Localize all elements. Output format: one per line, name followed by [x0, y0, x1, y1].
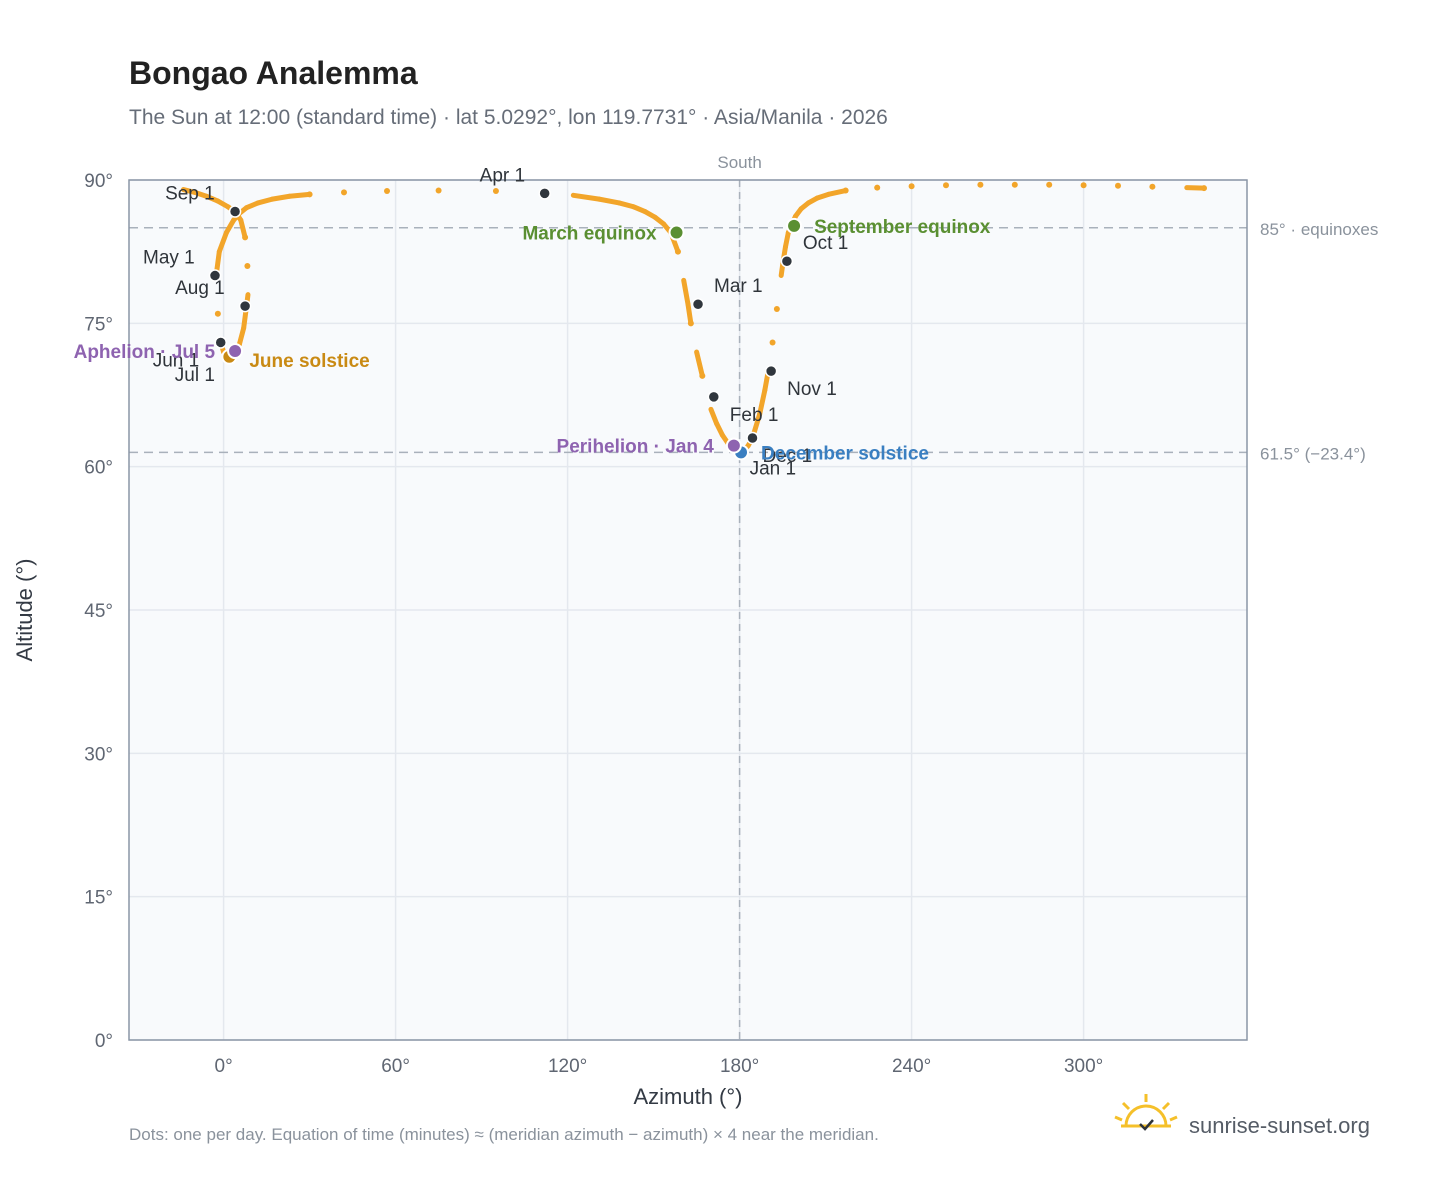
event-marker [725, 437, 742, 454]
daily-path-dot [842, 187, 849, 194]
daily-path-dot [674, 248, 681, 255]
daily-path-dot [977, 181, 984, 188]
y-tick-label: 75° [84, 314, 113, 335]
daily-path-segment [685, 301, 694, 326]
event-marker [668, 224, 685, 241]
month-marker [691, 297, 705, 311]
daily-path-dot [341, 189, 347, 196]
x-tick-label: 0° [215, 1056, 233, 1077]
month-marker [707, 390, 721, 404]
daily-path-dot [242, 234, 249, 241]
chart-title: Bongao Analemma [129, 55, 418, 91]
daily-path-dot [492, 187, 499, 194]
y-tick-label: 0° [95, 1031, 113, 1052]
event-marker [786, 217, 803, 234]
daily-path-dot [214, 310, 221, 317]
event-label: March equinox [522, 224, 657, 245]
plot-frame [128, 179, 1248, 1041]
event-label: Aphelion · Jul 5 [74, 342, 216, 363]
daily-path-segment [681, 277, 691, 307]
daily-path-segment [216, 230, 229, 255]
x-tick-label: 300° [1064, 1056, 1103, 1077]
reference-line-label: South [717, 153, 761, 172]
month-marker [228, 205, 242, 218]
daily-path-dot [244, 263, 251, 269]
daily-path-segment [570, 192, 602, 202]
daily-path-segment [694, 349, 705, 379]
month-marker [238, 299, 252, 313]
reference-line-label: 85° · equinoxes [1260, 220, 1378, 239]
y-axis-label: Altitude (°) [12, 559, 37, 662]
daily-path-dot [687, 320, 694, 327]
month-label: Oct 1 [803, 233, 848, 254]
month-label: Nov 1 [787, 379, 837, 400]
daily-path-segment [287, 191, 313, 199]
month-label: Sep 1 [165, 184, 215, 205]
month-label: Dec 1 [763, 446, 813, 467]
daily-path-segment [757, 387, 768, 417]
daily-path-dot [1201, 185, 1207, 192]
y-tick-label: 45° [84, 601, 113, 622]
event-label: Perihelion · Jan 4 [557, 437, 715, 458]
reference-line-label: 61.5° (−23.4°) [1260, 444, 1366, 463]
event-label: June solstice [249, 351, 369, 372]
y-tick-label: 90° [84, 171, 113, 192]
month-marker [764, 364, 778, 378]
month-label: Jul 1 [175, 365, 215, 386]
chart-subtitle: The Sun at 12:00 (standard time) · lat 5… [129, 106, 888, 129]
y-tick-label: 15° [84, 888, 113, 909]
daily-path-dot [435, 187, 442, 194]
month-label: Mar 1 [714, 276, 763, 297]
month-label: Jan 1 [750, 458, 796, 479]
daily-path-segment [269, 193, 293, 202]
daily-path-dot [908, 183, 915, 190]
y-tick-label: 30° [84, 744, 113, 765]
sun-icon [1114, 1094, 1178, 1131]
brand-logo: sunrise-sunset.org [1114, 1094, 1370, 1138]
daily-path-dot [306, 191, 313, 198]
daily-path-segment [596, 196, 622, 206]
event-label: September equinox [814, 217, 991, 238]
x-tick-label: 240° [892, 1056, 931, 1077]
x-tick-label: 180° [720, 1056, 759, 1077]
month-marker [780, 254, 794, 268]
month-marker [538, 187, 551, 200]
event-marker [227, 343, 244, 360]
daily-path-dot [1115, 182, 1121, 189]
x-axis-label: Azimuth (°) [633, 1084, 742, 1109]
month-label: Apr 1 [480, 165, 525, 186]
daily-path-dot [1080, 182, 1087, 189]
month-marker [214, 336, 227, 349]
month-label: May 1 [143, 248, 195, 269]
daily-path-dot [773, 306, 780, 312]
daily-path-segment [708, 406, 720, 427]
month-marker [746, 431, 759, 445]
month-label: Aug 1 [175, 278, 225, 299]
daily-path-dot [1011, 181, 1018, 188]
event-label: December solstice [761, 443, 929, 464]
brand-name: sunrise-sunset.org [1189, 1113, 1370, 1138]
daily-path-dot [769, 339, 776, 346]
daily-path-dot [384, 187, 390, 194]
daily-path-dot [874, 184, 881, 191]
y-tick-label: 60° [84, 458, 113, 479]
x-tick-label: 120° [548, 1056, 587, 1077]
footer-note: Dots: one per day. Equation of time (min… [129, 1125, 879, 1144]
month-label: Jun 1 [153, 350, 199, 371]
month-label: Feb 1 [730, 405, 779, 426]
daily-path-dot [1046, 181, 1053, 188]
x-tick-label: 60° [381, 1056, 410, 1077]
month-marker [208, 269, 222, 282]
plot-area: 0° 60° 120° 180° 240° 300° 0° 15° 30° 45° 60° 75° 90… [12, 153, 1378, 1109]
daily-path-dot [699, 372, 706, 379]
daily-path-dot [943, 182, 949, 189]
daily-path-segment [236, 325, 247, 347]
daily-path-dot [1149, 183, 1156, 190]
